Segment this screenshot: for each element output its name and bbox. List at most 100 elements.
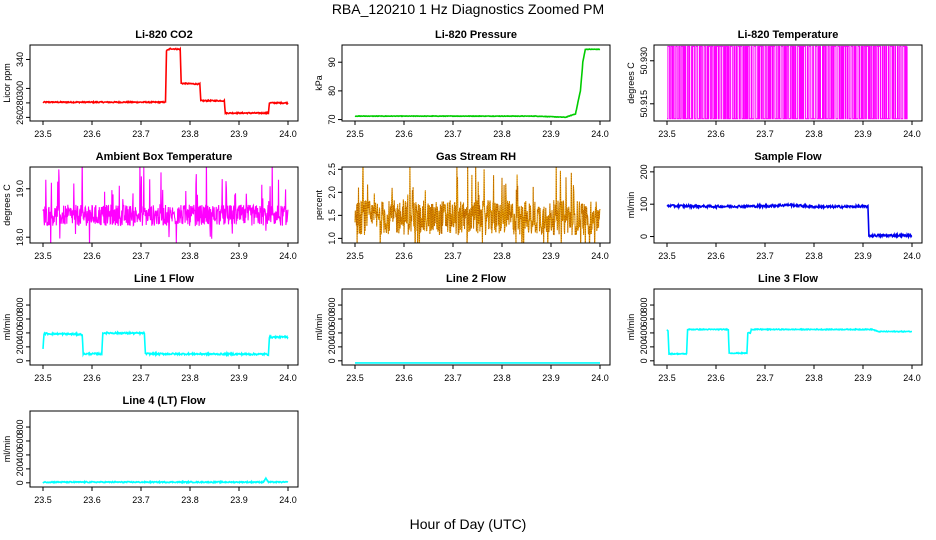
y-tick-label: 0 (15, 358, 25, 363)
y-tick-label: 50.915 (639, 90, 649, 118)
chart-title: Line 3 Flow (758, 273, 818, 285)
y-tick-label: 1.5 (327, 209, 337, 222)
chart-title: Line 1 Flow (134, 273, 194, 285)
y-axis-label: ml/min (626, 314, 636, 341)
series-line (354, 48, 601, 119)
chart-line-2-flow: Line 2 Flow ml/min 23.5 23.6 23.7 23.8 23.9 24.… (314, 273, 611, 383)
x-tick-label: 24.0 (591, 373, 609, 383)
y-tick-label: 340 (15, 52, 25, 67)
x-tick-label: 23.9 (542, 251, 560, 261)
x-tick-label: 23.6 (83, 251, 101, 261)
y-tick-label: 800 (327, 298, 337, 313)
x-tick-label: 23.8 (493, 129, 511, 139)
x-tick-label: 23.5 (34, 129, 52, 139)
x-tick-label: 23.8 (181, 373, 199, 383)
x-tick-label: 23.9 (230, 129, 248, 139)
series-line (42, 167, 289, 243)
y-tick-label: 800 (15, 298, 25, 313)
y-tick-label: 0 (639, 358, 649, 363)
x-tick-label: 23.5 (658, 129, 676, 139)
y-tick-label: 400 (15, 325, 25, 340)
x-tick-label: 23.8 (493, 251, 511, 261)
x-tick-label: 23.6 (395, 129, 413, 139)
y-tick-label: 600 (15, 311, 25, 326)
x-tick-label: 23.9 (230, 251, 248, 261)
x-tick-label: 23.7 (756, 251, 774, 261)
x-tick-label: 23.5 (346, 373, 364, 383)
x-tick-label: 23.5 (658, 373, 676, 383)
x-tick-label: 23.6 (395, 373, 413, 383)
y-tick-label: 0 (639, 234, 649, 239)
x-tick-label: 24.0 (591, 251, 609, 261)
x-tick-label: 23.8 (805, 251, 823, 261)
y-tick-label: 100 (639, 197, 649, 212)
y-tick-label: 1.0 (327, 232, 337, 245)
y-tick-label: 400 (639, 325, 649, 340)
y-tick-label: 200 (327, 339, 337, 354)
x-tick-label: 23.5 (34, 251, 52, 261)
x-tick-label: 23.9 (854, 129, 872, 139)
chart-title: Gas Stream RH (436, 151, 516, 163)
y-axis-label: ml/min (314, 314, 324, 341)
series-line (42, 476, 289, 485)
figure-title: RBA_120210 1 Hz Diagnostics Zoomed PM (331, 1, 605, 17)
y-axis-label: percent (314, 189, 324, 220)
y-tick-label: 260 (15, 110, 25, 125)
chart-gas-stream-rh: Gas Stream RH percent 23.5 23.6 23.7 23.8 23.9… (314, 151, 611, 261)
x-tick-label: 23.7 (132, 373, 150, 383)
y-tick-label: 400 (327, 325, 337, 340)
x-tick-label: 23.6 (83, 373, 101, 383)
x-tick-label: 24.0 (903, 373, 921, 383)
plot-area (667, 45, 908, 120)
x-tick-label: 23.8 (181, 495, 199, 505)
chart-title: Sample Flow (754, 151, 822, 163)
x-tick-label: 23.8 (493, 373, 511, 383)
x-tick-label: 23.7 (132, 251, 150, 261)
y-tick-label: 0 (327, 358, 337, 363)
x-tick-label: 23.6 (395, 251, 413, 261)
x-tick-label: 23.7 (756, 373, 774, 383)
x-tick-label: 23.5 (34, 373, 52, 383)
chart-li-820-co2: Li-820 CO2 Licor ppm 23.5 23.6 23.7 23.8 23.9 2… (2, 29, 299, 139)
series-line (666, 202, 913, 240)
y-tick-label: 70 (327, 115, 337, 125)
y-axis-label: ml/min (2, 436, 12, 463)
y-axis-label: degrees C (626, 62, 636, 104)
y-tick-label: 0 (15, 480, 25, 485)
x-tick-label: 23.5 (346, 129, 364, 139)
x-tick-label: 23.8 (805, 373, 823, 383)
chart-li-820-temperature: Li-820 Temperature degrees C 23.5 23.6 23.7 2… (626, 29, 923, 139)
series-points (354, 167, 601, 243)
y-axis-label: Licor ppm (2, 63, 12, 103)
y-tick-label: 600 (639, 311, 649, 326)
chart-title: Li-820 Pressure (435, 29, 517, 41)
plot-area (42, 167, 289, 243)
x-tick-label: 24.0 (903, 251, 921, 261)
plot-frame (341, 166, 611, 244)
plot-frame (653, 44, 923, 122)
series-line (666, 327, 912, 356)
x-tick-label: 23.9 (542, 129, 560, 139)
chart-title: Ambient Box Temperature (96, 151, 233, 163)
x-tick-label: 24.0 (279, 251, 297, 261)
chart-li-820-pressure: Li-820 Pressure kPa 23.5 23.6 23.7 23.8 23.9 24… (314, 29, 611, 139)
x-tick-label: 23.7 (132, 495, 150, 505)
plot-frame (29, 166, 299, 244)
y-axis-label: degrees C (2, 184, 12, 226)
y-tick-label: 2.0 (327, 186, 337, 199)
x-tick-label: 23.8 (181, 129, 199, 139)
y-tick-label: 2.5 (327, 163, 337, 176)
y-tick-label: 280 (15, 95, 25, 110)
y-tick-label: 200 (639, 164, 649, 179)
series-line (42, 46, 289, 116)
plot-frame (29, 410, 299, 488)
figure-x-axis-label: Hour of Day (UTC) (409, 516, 527, 532)
x-tick-label: 23.9 (230, 373, 248, 383)
plot-frame (341, 44, 611, 122)
x-tick-label: 23.7 (444, 129, 462, 139)
x-tick-label: 23.5 (658, 251, 676, 261)
series-line (42, 330, 289, 358)
y-tick-label: 90 (327, 57, 337, 67)
x-tick-label: 23.8 (805, 129, 823, 139)
